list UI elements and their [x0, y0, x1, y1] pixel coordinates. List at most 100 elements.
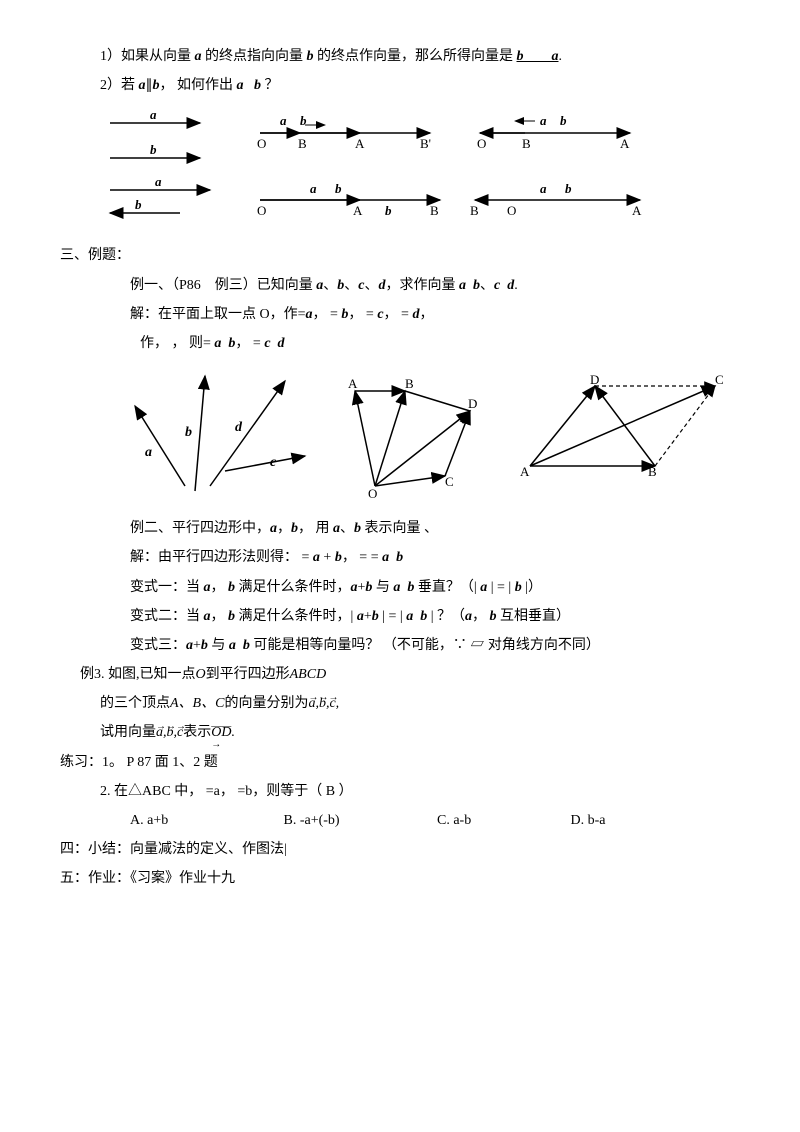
section-4: 四：小结：向量减法的定义、作图法|	[60, 837, 740, 862]
svg-text:A: A	[620, 136, 630, 151]
example-3-line2: 的三个顶点A、B、C的向量分别为→→→a,b,c,	[100, 691, 740, 716]
v: d	[278, 336, 285, 351]
vectors-row1: a b a b O B A B' a b O B A	[100, 108, 720, 168]
ans-a: a	[552, 49, 559, 64]
v: a	[313, 550, 320, 565]
t: 与	[372, 580, 393, 595]
v: a	[333, 521, 340, 536]
example-3-line3: 试用向量→→→a,b,c表示——→OD.	[100, 720, 740, 745]
txt: 的终点作向量，那么所得向量是	[314, 49, 517, 64]
svg-text:a: a	[310, 181, 317, 196]
svg-text:O: O	[507, 203, 516, 218]
opt-b: B. -a+(-b)	[284, 808, 434, 833]
vec-b: b	[153, 78, 160, 93]
t: 表示向量 、	[361, 521, 438, 536]
example-1-sol2: 作， ， 则= a b， = c d	[140, 331, 740, 356]
svg-text:B: B	[470, 203, 479, 218]
v: b	[291, 521, 298, 536]
diagram-row-2: a b a b O A b B a b B O A	[100, 178, 740, 233]
t: 的三个顶点	[100, 696, 170, 711]
vec-a: a	[237, 78, 244, 93]
v: O	[196, 667, 206, 682]
section-5: 五：作业：《习案》作业十九	[60, 866, 740, 891]
practice-2-options: A. a+b B. -a+(-b) C. a-b D. b-a	[130, 808, 740, 833]
svg-text:B: B	[298, 136, 307, 151]
v: a	[204, 580, 211, 595]
t: 例3. 如图,已知一点	[80, 667, 196, 682]
t: 、	[323, 278, 337, 293]
svg-text:B: B	[522, 136, 531, 151]
example-1-sol1: 解：在平面上取一点 O，作=a， = b， = c， = d，	[130, 302, 740, 327]
v: a	[229, 638, 236, 653]
svg-text:b: b	[185, 425, 192, 440]
t: 解：由平行四边形法则得： =	[130, 550, 313, 565]
svg-text:D: D	[468, 396, 477, 411]
txt: 例一、（P86 例三）已知向量	[130, 278, 316, 293]
v: d	[379, 278, 386, 293]
practice-heading: 练习：1。 P 87 面 1、2 题	[60, 750, 740, 775]
t: .	[514, 278, 518, 293]
t: ，	[472, 609, 490, 624]
t: ，	[419, 307, 433, 322]
t: 变式三：	[130, 638, 186, 653]
diagram-row-3: a b d c O A B C D A B C D	[130, 366, 740, 506]
t: ， =	[384, 307, 413, 322]
variation-2: 变式二：当 a， b 满足什么条件时，| a+b | = | a b | ？（a…	[130, 604, 740, 629]
txt: ？	[261, 78, 279, 93]
parallel: ∥	[146, 78, 153, 93]
t: ， =	[313, 307, 342, 322]
svg-text:O: O	[257, 136, 266, 151]
v: a	[406, 609, 413, 624]
diagram-row-1: a b a b O B A B' a b O B A	[100, 108, 740, 168]
txt: ， 如何作出	[160, 78, 237, 93]
v: a	[393, 580, 400, 595]
svg-text:A: A	[348, 376, 358, 391]
svg-text:O: O	[257, 203, 266, 218]
t: 变式一：当	[130, 580, 204, 595]
lbl-a: a	[150, 107, 157, 122]
svg-text:b: b	[300, 113, 307, 128]
svg-text:c: c	[270, 455, 277, 470]
example-1-title: 例一、（P86 例三）已知向量 a、b、c、d，求作向量 a b、c d.	[130, 273, 740, 298]
svg-text:b: b	[335, 181, 342, 196]
text-line-2: 2）若 a∥b， 如何作出 a b ？	[100, 73, 740, 98]
t: 作， ， 则=	[140, 336, 214, 351]
svg-text:b: b	[135, 197, 142, 212]
t: | = |	[379, 609, 407, 624]
svg-text:a: a	[540, 181, 547, 196]
v: b	[201, 638, 208, 653]
variation-3: 变式三：a+b 与 a b 可能是相等向量吗？ （不可能，∵ ▱ 对角线方向不同…	[130, 633, 740, 658]
v: b	[372, 609, 379, 624]
v: b	[228, 609, 235, 624]
t: ， =	[348, 307, 377, 322]
t: ，	[211, 580, 229, 595]
v: b	[354, 521, 361, 536]
t: 、	[365, 278, 379, 293]
t: 例二、平行四边形中，	[130, 521, 270, 536]
t: 互相垂直）	[497, 609, 571, 624]
t: 满足什么条件时，|	[235, 609, 357, 624]
svg-text:B: B	[430, 203, 439, 218]
svg-text:C: C	[715, 372, 724, 387]
vec-b: b	[254, 78, 261, 93]
t: 求作向量	[400, 278, 460, 293]
section-3-heading: 三、例题：	[60, 243, 740, 268]
svg-text:d: d	[235, 420, 243, 435]
svg-text:a: a	[155, 174, 162, 189]
v: a	[186, 638, 193, 653]
v: a	[351, 580, 358, 595]
t: 与	[208, 638, 229, 653]
t: 垂直？（|	[414, 580, 480, 595]
t: ， 用	[298, 521, 333, 536]
v: a	[214, 336, 221, 351]
v: a	[270, 521, 277, 536]
v: b	[515, 580, 522, 595]
svg-text:O: O	[368, 486, 377, 501]
svg-text:B: B	[405, 376, 414, 391]
svg-text:O: O	[477, 136, 486, 151]
ans-b: b	[517, 49, 524, 64]
txt: 2）若	[100, 78, 139, 93]
v: b	[473, 278, 480, 293]
svg-text:b: b	[560, 113, 567, 128]
v: a	[382, 550, 389, 565]
